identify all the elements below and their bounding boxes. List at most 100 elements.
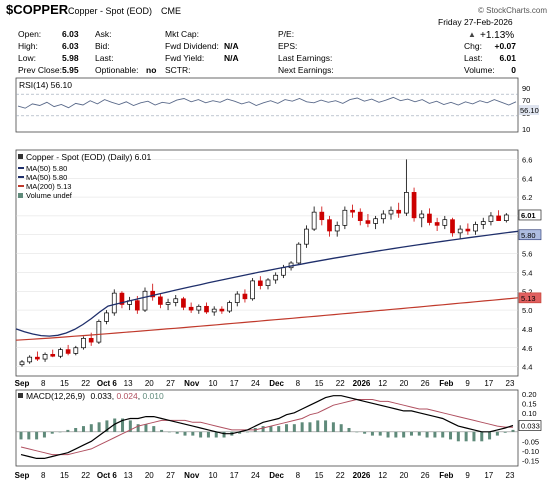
candle-body-1	[27, 356, 33, 363]
candle-52	[419, 210, 425, 228]
macd-hist-bar-15	[136, 424, 140, 432]
macd-legend-text: MACD(12,26,9) 0.033, 0.024, 0.010	[26, 391, 164, 401]
candle-4	[50, 349, 56, 358]
quote-label-3: Prev Close:	[18, 65, 62, 75]
candle-18	[158, 293, 163, 309]
x-axis-macd-label-8: Nov	[184, 471, 200, 480]
candle-60	[480, 217, 486, 230]
macd-tag-bg	[518, 420, 542, 431]
quote2-label-0: Ask:	[95, 29, 112, 39]
macd-hist-bar-63	[511, 429, 515, 432]
x-axis-macd-label-7: 27	[166, 471, 175, 480]
macd-hist-bar-53	[433, 431, 437, 438]
x-axis-price-label-11: 24	[251, 379, 260, 388]
quote-right-label-1: Last:	[464, 53, 482, 63]
quote-right-label-2: Volume:	[464, 65, 495, 75]
symbol: $COPPER	[6, 2, 69, 17]
x-axis-macd-label-3: 22	[81, 471, 90, 480]
macd-hist-bar-44	[363, 431, 367, 434]
candle-57	[457, 225, 463, 239]
candle-body-60	[480, 221, 486, 225]
candle-body-3	[42, 353, 48, 360]
macd-tick-label-5: -0.10	[522, 447, 539, 456]
candle-body-43	[350, 209, 355, 213]
candle-body-32	[265, 279, 271, 286]
candle-body-55	[442, 219, 448, 226]
price-tick-label-10: 4.6	[522, 344, 532, 353]
x-axis-macd-label-14: 15	[315, 471, 324, 480]
candle-55	[442, 215, 448, 230]
candle-50	[404, 159, 409, 216]
price-tick-label-5: 5.6	[522, 250, 532, 259]
rsi-last-tag-bg	[519, 105, 539, 115]
candle-body-48	[388, 209, 394, 215]
macd-tick-label-2: 0.10	[522, 409, 537, 418]
macd-hist-bar-55	[449, 431, 453, 440]
macd-hist-bar-18	[160, 429, 164, 432]
macd-hist-bar-6	[66, 429, 70, 432]
macd-hist-bar-62	[503, 431, 507, 433]
macd-hist-bar-29	[245, 431, 249, 433]
quote-date: Friday 27-Feb-2026	[438, 17, 513, 27]
macd-hist-bar-41	[339, 424, 343, 432]
x-axis-macd-label-16: 2026	[353, 471, 371, 480]
quote-value-0: 6.03	[62, 29, 79, 39]
quote-right-value-0: +0.07	[494, 41, 516, 51]
macd-plot: 0.200.150.100.05-0.05-0.10-0.150.033	[16, 390, 542, 465]
candle-5	[58, 347, 63, 359]
candle-body-53	[427, 213, 432, 223]
legend-ma50a: MA(50) 5.80	[26, 164, 67, 173]
candle-body-39	[319, 211, 325, 221]
x-axis-macd-label-15: 22	[336, 471, 345, 480]
macd-hist-bar-11	[105, 420, 109, 432]
price-tick-label-11: 4.4	[522, 363, 532, 372]
macd-hist-bar-28	[238, 431, 242, 434]
macd-hist-bar-8	[81, 426, 85, 432]
ma50-line	[15, 230, 519, 337]
candle-body-21	[181, 298, 186, 308]
candle-63	[503, 213, 509, 223]
quote2-label-2: Last:	[95, 53, 113, 63]
x-axis-price-label-2: 15	[60, 379, 69, 388]
macd-hist-bar-57	[464, 431, 468, 442]
macd-hist-bar-17	[152, 426, 156, 432]
x-axis-macd-label-20: Feb	[439, 471, 453, 480]
candle-body-59	[473, 224, 478, 232]
legend-price: Copper - Spot (EOD) (Daily) 6.01	[26, 152, 151, 162]
candle-0	[19, 359, 25, 367]
candle-body-7	[73, 347, 79, 354]
macd-hist-bar-40	[331, 422, 335, 432]
x-axis-macd-label-22: 17	[484, 471, 493, 480]
quote4-label-1: EPS:	[278, 41, 297, 51]
candle-56	[450, 217, 455, 237]
macd-hist-bar-58	[472, 431, 476, 442]
x-axis-price-label-7: 27	[166, 379, 175, 388]
candle-61	[488, 212, 494, 226]
macd-signal-line	[20, 399, 514, 456]
candle-body-30	[250, 280, 255, 300]
macd-hist-bar-45	[370, 431, 374, 436]
x-axis-price: Sep 8 15 22 Oct 6 13 20 27 Nov 10 17 24 Dec 8 15 22 2026…	[15, 379, 515, 388]
candle-23	[196, 304, 202, 314]
candle-body-51	[411, 192, 417, 219]
candle-body-52	[419, 213, 425, 219]
candle-body-63	[503, 214, 509, 221]
price-tick-label-6: 5.4	[522, 268, 532, 277]
rsi-tick-label-1: 70	[522, 96, 530, 105]
macd-hist-bar-42	[347, 428, 351, 432]
up-arrow-icon: ▲	[468, 30, 476, 39]
macd-hist-bar-10	[97, 422, 101, 432]
candle-body-34	[281, 267, 286, 276]
x-axis-price-label-8: Nov	[184, 379, 200, 388]
legend-swatch-macd	[18, 393, 23, 398]
macd-hist-bar-37	[308, 422, 312, 432]
ma200-line	[15, 297, 519, 341]
candle-body-5	[58, 349, 63, 357]
candle-49	[396, 202, 402, 218]
candle-21	[181, 296, 186, 311]
x-axis-macd-label-11: 24	[251, 471, 260, 480]
candle-24	[204, 302, 209, 314]
macd-hist-bar-4	[50, 431, 54, 434]
macd-hist-bar-21	[183, 431, 187, 436]
price-tag-bg-0	[518, 209, 542, 221]
